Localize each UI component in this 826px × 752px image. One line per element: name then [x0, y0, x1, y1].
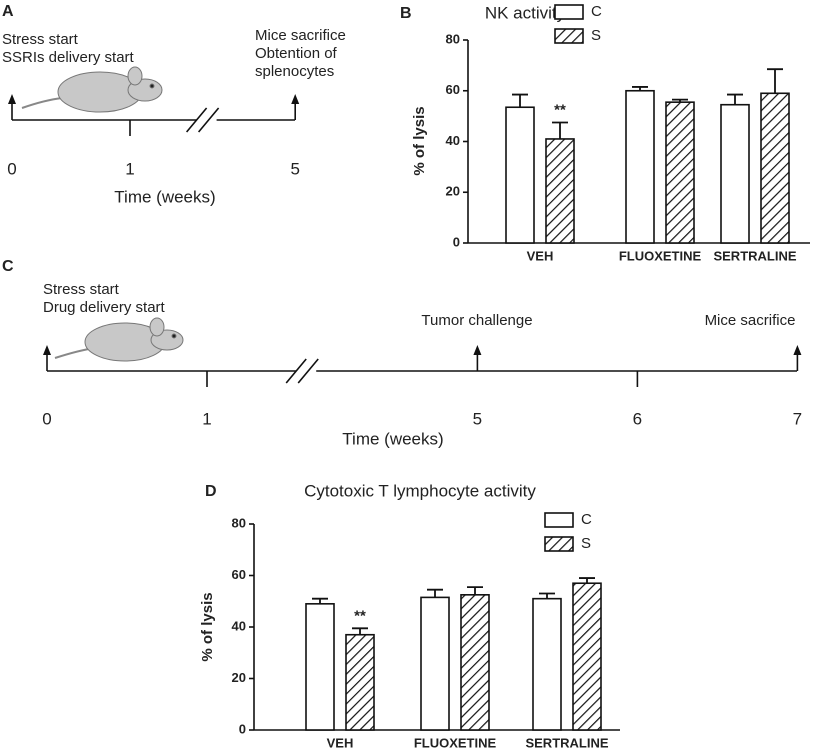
- x-tick-label: 5: [290, 159, 299, 178]
- x-tick-label: 5: [473, 409, 482, 428]
- break-mark: [285, 358, 307, 384]
- error-bar: [672, 98, 688, 103]
- error-bar: [632, 86, 648, 91]
- x-tick-label: 1: [125, 159, 134, 178]
- bar: [720, 103, 750, 244]
- x-tick-label: 1: [202, 409, 211, 428]
- error-bar: [579, 577, 595, 584]
- bar: [345, 633, 375, 731]
- legend-swatch: [554, 4, 584, 20]
- x-tick-label: 6: [633, 409, 642, 428]
- x-tick-label: FLUOXETINE: [414, 735, 497, 750]
- arrow-head: [473, 345, 482, 355]
- event-label: Obtention of: [255, 45, 338, 62]
- arrow-head: [793, 345, 802, 355]
- x-tick-label: SERTRALINE: [713, 248, 796, 263]
- panel-letter: D: [205, 483, 217, 500]
- arrow-head: [291, 94, 300, 104]
- bar: [305, 603, 335, 731]
- bar: [420, 596, 450, 731]
- x-axis-label: Time (weeks): [114, 187, 215, 206]
- error-bar: [312, 597, 328, 604]
- bar: [625, 89, 655, 244]
- event-label: Tumor challenge: [421, 312, 532, 329]
- bar: [532, 597, 562, 731]
- y-tick-label: 80: [446, 31, 460, 46]
- event-label: Stress start: [2, 31, 79, 48]
- event-label: Mice sacrifice: [705, 312, 796, 329]
- event-label: SSRIs delivery start: [2, 49, 135, 66]
- error-bar: [767, 68, 783, 94]
- error-bar: [727, 93, 743, 105]
- event-label: Stress start: [43, 281, 120, 298]
- x-tick-label: SERTRALINE: [525, 735, 608, 750]
- panel-letter: A: [2, 3, 14, 20]
- y-axis-label: % of lysis: [199, 592, 216, 661]
- event-label: splenocytes: [255, 63, 334, 80]
- panel-letter: B: [400, 5, 412, 22]
- break-mark: [197, 107, 220, 133]
- event-label: Mice sacrifice: [255, 27, 346, 44]
- significance: **: [354, 607, 366, 624]
- error-bar: [552, 121, 568, 139]
- y-tick-label: 0: [453, 234, 460, 249]
- error-bar: [539, 592, 555, 599]
- break-mark: [185, 107, 208, 133]
- y-tick-label: 60: [446, 82, 460, 97]
- event-label: Drug delivery start: [43, 299, 166, 316]
- chart-title: NK activity: [485, 3, 566, 22]
- bar: [460, 594, 490, 731]
- significance: **: [554, 101, 566, 118]
- bar: [545, 138, 575, 244]
- x-tick-label: VEH: [327, 735, 354, 750]
- y-tick-label: 20: [446, 184, 460, 199]
- break-mark: [297, 358, 319, 384]
- y-tick-label: 40: [446, 133, 460, 148]
- bar: [665, 101, 695, 244]
- arrow-head: [43, 345, 51, 355]
- panel-letter: C: [2, 258, 14, 275]
- x-axis-label: Time (weeks): [342, 429, 443, 448]
- legend-label: C: [581, 511, 592, 528]
- x-tick-label: 0: [7, 159, 16, 178]
- legend-label: C: [591, 3, 602, 20]
- mouse-a: [21, 66, 163, 113]
- x-tick-label: 0: [42, 409, 51, 428]
- error-bar: [512, 93, 528, 108]
- arrow-head: [8, 94, 16, 104]
- legend-swatch: [544, 512, 574, 528]
- error-bar: [467, 586, 483, 595]
- y-tick-label: 60: [232, 567, 246, 582]
- chart-title: Cytotoxic T lymphocyte activity: [304, 481, 536, 500]
- x-tick-label: FLUOXETINE: [619, 248, 702, 263]
- mouse-c: [54, 317, 184, 362]
- error-bar: [427, 588, 443, 598]
- y-tick-label: 80: [232, 515, 246, 530]
- legend-label: S: [591, 27, 601, 44]
- y-tick-label: 40: [232, 618, 246, 633]
- y-axis-label: % of lysis: [411, 106, 428, 175]
- bar: [505, 106, 535, 244]
- x-tick-label: VEH: [527, 248, 554, 263]
- error-bar: [352, 627, 368, 635]
- bar: [760, 92, 790, 244]
- x-tick-label: 7: [793, 409, 802, 428]
- legend-swatch: [554, 28, 584, 44]
- legend-label: S: [581, 535, 591, 552]
- legend-swatch: [544, 536, 574, 552]
- y-tick-label: 20: [232, 670, 246, 685]
- bar: [572, 582, 602, 731]
- y-tick-label: 0: [239, 721, 246, 736]
